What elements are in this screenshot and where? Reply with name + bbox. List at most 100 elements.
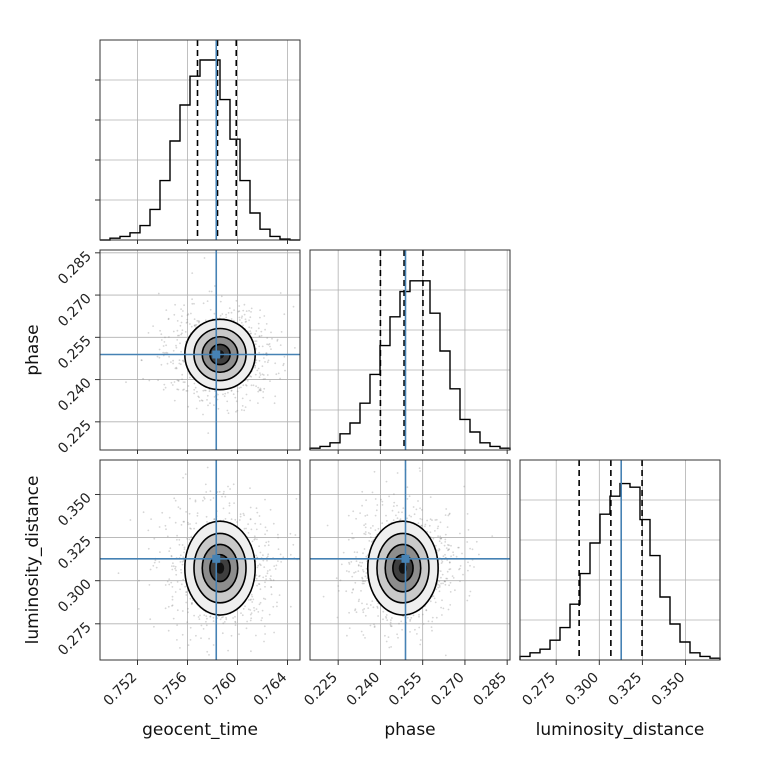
scatter-point bbox=[438, 580, 441, 583]
scatter-point bbox=[182, 389, 184, 391]
scatter-point bbox=[377, 527, 380, 530]
scatter-point bbox=[148, 584, 151, 586]
scatter-point bbox=[208, 390, 211, 393]
scatter-point bbox=[258, 359, 261, 362]
scatter-point bbox=[223, 490, 225, 493]
scatter-point bbox=[457, 546, 459, 549]
scatter-point bbox=[381, 522, 384, 525]
scatter-point bbox=[273, 565, 276, 567]
scatter-point bbox=[264, 378, 266, 380]
scatter-point bbox=[171, 568, 174, 571]
scatter-point bbox=[185, 322, 188, 324]
scatter-point bbox=[185, 591, 188, 593]
scatter-point bbox=[172, 362, 175, 365]
scatter-point bbox=[478, 553, 480, 556]
scatter-point bbox=[429, 496, 432, 498]
scatter-point bbox=[179, 561, 182, 563]
scatter-point bbox=[167, 318, 170, 321]
scatter-point bbox=[438, 590, 441, 593]
scatter-point bbox=[184, 331, 187, 333]
scatter-point bbox=[238, 316, 241, 319]
scatter-point bbox=[169, 547, 172, 550]
scatter-point bbox=[418, 615, 420, 618]
scatter-point bbox=[401, 511, 403, 514]
truth-marker bbox=[212, 554, 221, 563]
scatter-point bbox=[203, 614, 206, 616]
scatter-point bbox=[191, 272, 194, 274]
scatter-point bbox=[265, 323, 268, 325]
scatter-point bbox=[181, 373, 184, 376]
ytick-label-luminosity_distance-1: 0.300 bbox=[55, 576, 95, 616]
scatter-point bbox=[429, 518, 432, 521]
scatter-point bbox=[264, 526, 267, 529]
scatter-point bbox=[158, 526, 161, 528]
scatter-point bbox=[263, 315, 266, 317]
scatter-point bbox=[180, 321, 183, 324]
scatter-point bbox=[272, 605, 275, 608]
scatter-point bbox=[347, 538, 350, 541]
scatter-point bbox=[236, 521, 239, 523]
scatter-point bbox=[242, 512, 245, 515]
scatter-point bbox=[373, 470, 376, 473]
scatter-point bbox=[439, 535, 442, 538]
scatter-point bbox=[249, 613, 252, 616]
scatter-point bbox=[270, 331, 272, 334]
scatter-point bbox=[389, 623, 392, 626]
scatter-point bbox=[187, 313, 190, 316]
scatter-point bbox=[166, 535, 169, 538]
scatter-point bbox=[155, 566, 158, 569]
scatter-point bbox=[173, 399, 176, 402]
scatter-point bbox=[364, 531, 367, 533]
scatter-point bbox=[179, 554, 182, 557]
scatter-point bbox=[212, 644, 215, 646]
scatter-point bbox=[147, 332, 150, 334]
scatter-point bbox=[251, 595, 254, 598]
scatter-point bbox=[258, 603, 261, 606]
scatter-point bbox=[447, 544, 449, 546]
scatter-point bbox=[380, 498, 382, 501]
ytick-label-luminosity_distance-2: 0.325 bbox=[55, 533, 95, 573]
scatter-point bbox=[175, 367, 178, 370]
scatter-point bbox=[254, 366, 256, 369]
scatter-point bbox=[259, 551, 262, 554]
scatter-point bbox=[179, 588, 182, 591]
scatter-point bbox=[257, 402, 259, 404]
scatter-point bbox=[193, 392, 196, 395]
scatter-point bbox=[466, 513, 469, 515]
scatter-point bbox=[258, 351, 261, 354]
scatter-point bbox=[221, 495, 223, 498]
scatter-point bbox=[197, 395, 200, 398]
scatter-point bbox=[430, 626, 433, 628]
contour-3 bbox=[209, 553, 231, 583]
scatter-point bbox=[236, 409, 239, 412]
scatter-point bbox=[205, 624, 208, 627]
scatter-point bbox=[458, 546, 460, 549]
scatter-point bbox=[164, 524, 167, 527]
scatter-point bbox=[266, 572, 269, 575]
scatter-point bbox=[292, 305, 295, 308]
scatter-point bbox=[238, 305, 241, 307]
scatter-point bbox=[181, 359, 184, 362]
scatter-point bbox=[239, 515, 242, 518]
scatter-point bbox=[381, 500, 384, 503]
scatter-point bbox=[244, 321, 247, 323]
scatter-point bbox=[249, 506, 252, 509]
scatter-point bbox=[179, 363, 182, 366]
scatter-point bbox=[266, 559, 268, 562]
scatter-point bbox=[444, 553, 446, 556]
scatter-point bbox=[373, 625, 376, 628]
scatter-point bbox=[365, 555, 368, 558]
scatter-point bbox=[178, 543, 181, 546]
scatter-point bbox=[173, 497, 176, 500]
scatter-point bbox=[193, 318, 196, 320]
scatter-point bbox=[228, 307, 231, 309]
scatter-point bbox=[189, 639, 192, 641]
scatter-point bbox=[190, 325, 193, 328]
scatter-point bbox=[406, 498, 409, 500]
scatter-point bbox=[206, 399, 208, 401]
scatter-point bbox=[163, 341, 166, 343]
scatter-point bbox=[213, 396, 216, 398]
scatter-point bbox=[230, 518, 233, 521]
scatter-point bbox=[250, 375, 253, 378]
scatter-point bbox=[420, 524, 423, 527]
